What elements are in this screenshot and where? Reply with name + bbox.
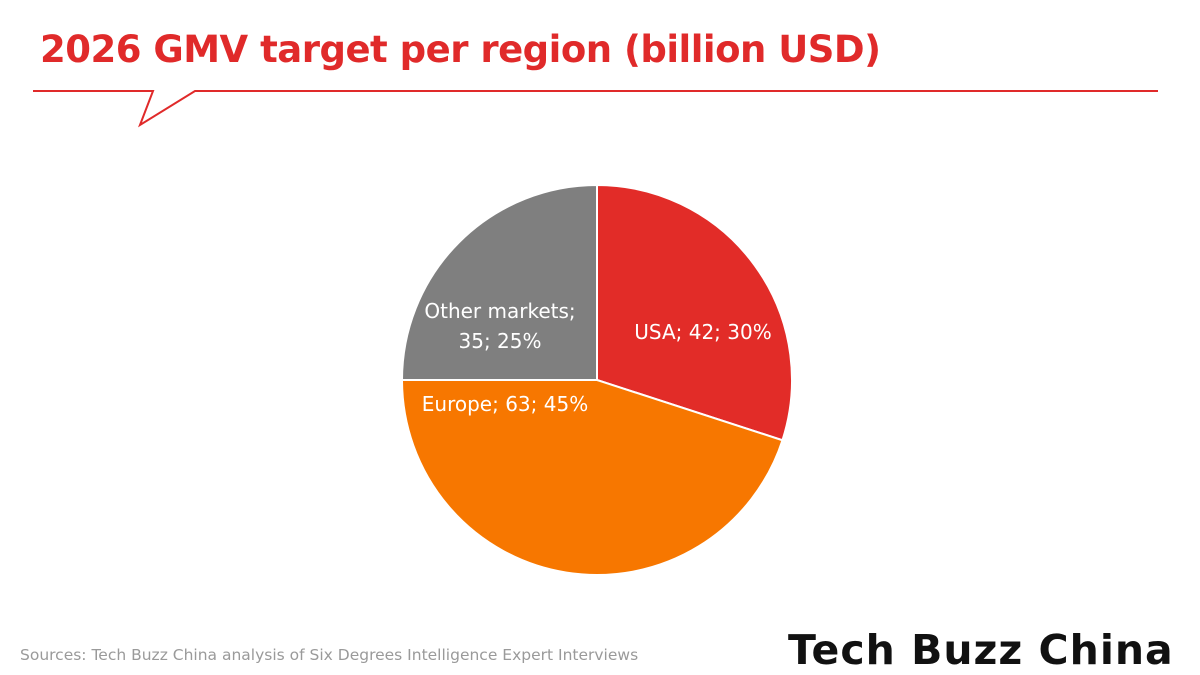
chart-title: 2026 GMV target per region (billion USD) bbox=[40, 28, 881, 71]
title-callout-line bbox=[33, 90, 1158, 128]
pie-slice-europe bbox=[400, 379, 784, 576]
pie-label-usa: USA; 42; 30% bbox=[634, 320, 771, 344]
pie-slice-usa bbox=[596, 183, 793, 442]
pie-label-other-markets: Other markets; 35; 25% bbox=[424, 299, 575, 353]
source-note: Sources: Tech Buzz China analysis of Six… bbox=[20, 646, 639, 664]
tech-buzz-china-logo: Tech Buzz China bbox=[788, 626, 1174, 674]
pie-slice-other-markets bbox=[400, 183, 598, 381]
pie-label-europe: Europe; 63; 45% bbox=[422, 392, 588, 416]
